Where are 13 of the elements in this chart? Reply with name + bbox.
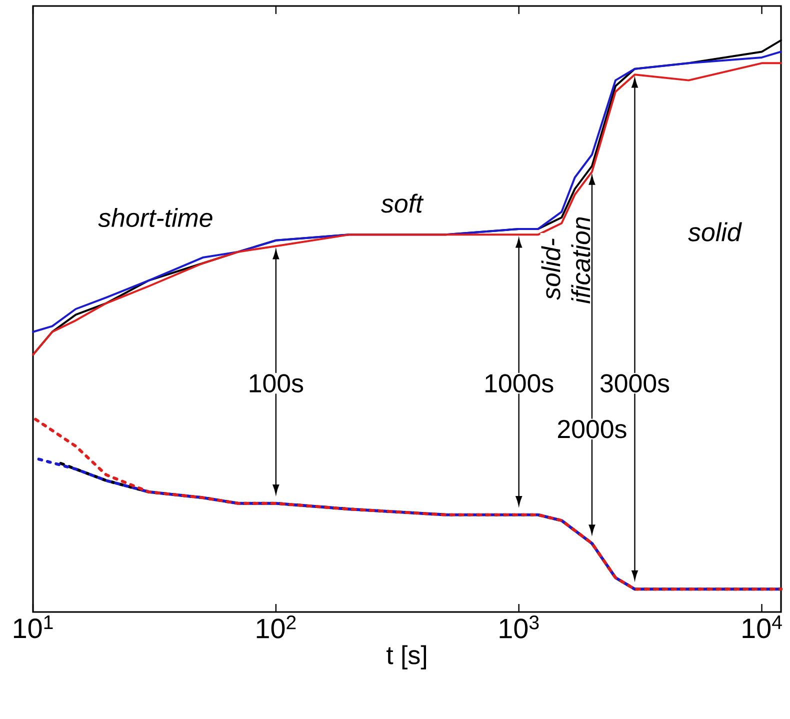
annotation: soft bbox=[381, 194, 424, 213]
annotation: 1000s bbox=[486, 374, 554, 392]
annotation: 3000s bbox=[600, 374, 670, 392]
annotation: 2000s bbox=[558, 420, 626, 438]
annotation: 100s bbox=[250, 374, 304, 392]
x-tick-label: 10$^{4}$ bbox=[742, 616, 782, 638]
annotation: solid-ification bbox=[541, 217, 590, 304]
x-tick-label: 10$^{1}$ bbox=[14, 616, 53, 638]
annotation: solid bbox=[688, 222, 742, 242]
x-axis-title: t [s] bbox=[386, 645, 426, 670]
x-tick-label: 10$^{3}$ bbox=[500, 616, 539, 638]
annotation: short-time bbox=[98, 208, 212, 228]
x-tick-label: 10$^{2}$ bbox=[256, 616, 296, 638]
